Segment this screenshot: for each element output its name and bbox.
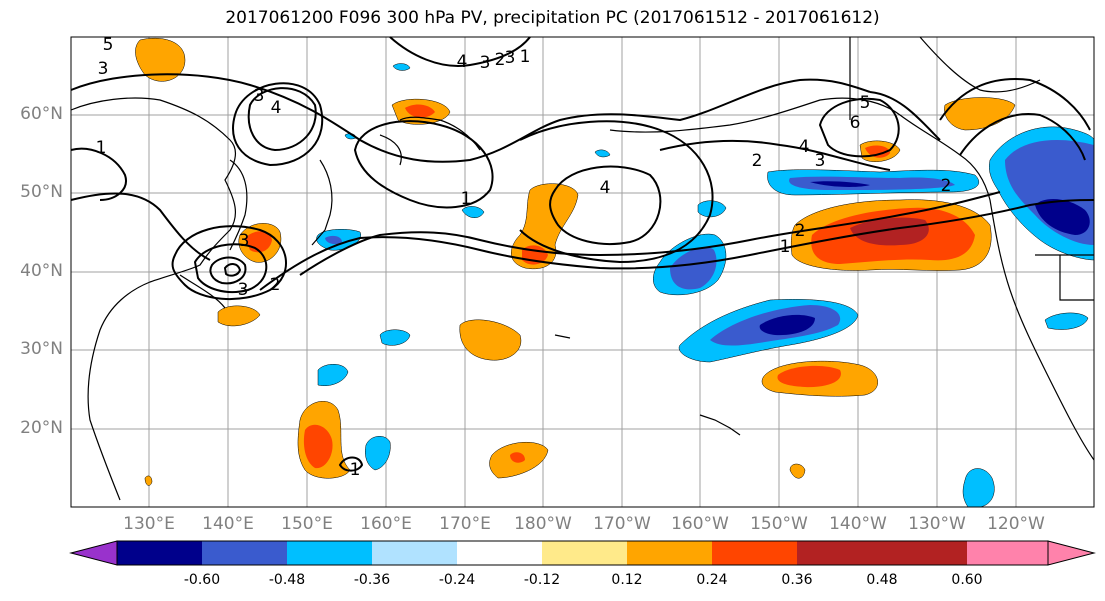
colorbar-tick-label: -0.60 [183,572,221,588]
lat-label: 40°N [20,261,63,281]
contour-label: 4 [271,98,282,118]
lon-label: 150°W [750,514,808,534]
lat-label: 30°N [20,339,63,359]
contour-label: 2 [495,50,506,70]
colorbar-cell [882,541,967,565]
lon-label: 140°W [829,514,887,534]
colorbar-cell [712,541,797,565]
contour-label: 2 [941,176,952,196]
lon-label: 130°W [908,514,966,534]
lat-label: 60°N [20,104,63,124]
colorbar-extend-low [71,541,117,565]
lon-label: 180°W [514,514,572,534]
colorbar-tick-label: 0.36 [781,572,813,588]
lon-label: 150°E [281,514,333,534]
colorbar-cell [372,541,457,565]
pv-contours [70,36,1095,472]
colorbar [69,540,1096,566]
colorbar-cell [287,541,372,565]
map-frame [70,36,1095,508]
contour-label: 4 [600,178,611,198]
colorbar-cell [457,541,542,565]
contour-label: 1 [350,460,361,480]
contour-label: 4 [799,137,810,157]
colorbar-tick-label: -0.36 [353,572,391,588]
lon-label: 160°W [671,514,729,534]
lon-label: 160°E [360,514,412,534]
lat-label: 50°N [20,182,63,202]
colorbar-cell [117,541,202,565]
contour-label: 3 [239,231,250,251]
contour-labels: 5 3 1 3 4 3 2 1 1 4 2 1 2 3 4 5 6 2 4 3 … [96,35,952,480]
contour-label: 2 [795,221,806,241]
contour-label: 5 [860,93,871,113]
contour-label: 3 [98,59,109,79]
contour-label: 6 [850,113,861,133]
contour-label: 1 [780,237,791,257]
map-title: 2017061200 F096 300 hPa PV, precipitatio… [225,8,880,28]
contour-label: 3 [815,151,826,171]
colorbar-tick-label: -0.12 [523,572,561,588]
colorbar-tick-label: 0.12 [611,572,643,588]
colorbar-cell [542,541,627,565]
lon-label: 140°E [202,514,254,534]
contour-label: 1 [96,138,107,158]
lon-label: 170°E [439,514,491,534]
contour-label: 3 [480,53,491,73]
colorbar-cell [202,541,287,565]
colorbar-tick-label: 0.48 [866,572,898,588]
lat-label: 20°N [20,418,63,438]
lon-label: 170°W [593,514,651,534]
colorbar-cell [797,541,882,565]
colorbar-cell [627,541,712,565]
contour-label: 1 [461,189,472,209]
contour-label: 5 [103,35,114,55]
colorbar-tick-label: 0.24 [696,572,728,588]
contour-label: 1 [520,47,531,67]
lon-label: 120°W [987,514,1045,534]
contour-label: 2 [270,275,281,295]
lon-label: 130°E [123,514,175,534]
contour-label: 3 [505,48,516,68]
colorbar-tick-label: -0.48 [268,572,306,588]
map-grid [71,37,1094,507]
contour-label: 3 [238,280,249,300]
colorbar-tick-label: 0.60 [951,572,983,588]
contour-label: 2 [752,151,763,171]
colorbar-tick-label: -0.24 [438,572,476,588]
contour-label: 3 [254,86,265,106]
contour-label: 4 [457,52,468,72]
precip-positive-areas [135,37,1016,486]
precip-negative-areas [316,63,1095,508]
